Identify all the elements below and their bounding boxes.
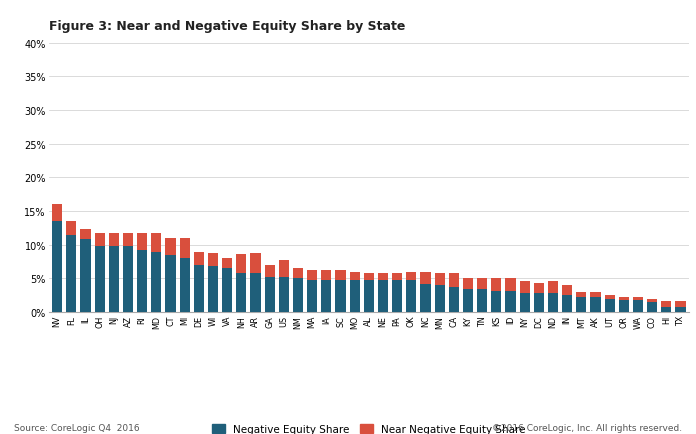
Bar bbox=[520, 294, 530, 312]
Text: ©2016 CoreLogic, Inc. All rights reserved.: ©2016 CoreLogic, Inc. All rights reserve… bbox=[492, 423, 682, 432]
Bar bbox=[52, 222, 63, 312]
Bar bbox=[236, 255, 246, 273]
Bar bbox=[166, 255, 175, 312]
Bar bbox=[420, 284, 431, 312]
Bar bbox=[520, 282, 530, 294]
Bar bbox=[434, 286, 445, 312]
Bar bbox=[123, 247, 133, 312]
Bar bbox=[534, 294, 544, 312]
Bar bbox=[109, 233, 119, 247]
Bar bbox=[576, 298, 587, 312]
Bar bbox=[434, 273, 445, 286]
Bar bbox=[562, 286, 572, 296]
Bar bbox=[307, 280, 317, 312]
Bar bbox=[605, 299, 615, 312]
Bar bbox=[180, 259, 190, 312]
Bar bbox=[647, 299, 657, 302]
Bar bbox=[66, 222, 77, 235]
Bar bbox=[335, 270, 346, 280]
Bar bbox=[180, 239, 190, 259]
Bar bbox=[463, 289, 473, 312]
Bar bbox=[505, 291, 516, 312]
Bar bbox=[605, 296, 615, 299]
Bar bbox=[264, 265, 275, 277]
Bar bbox=[95, 233, 105, 247]
Bar bbox=[222, 259, 232, 269]
Bar bbox=[378, 280, 388, 312]
Bar bbox=[477, 289, 487, 312]
Bar bbox=[222, 269, 232, 312]
Bar bbox=[392, 273, 402, 280]
Bar bbox=[661, 307, 672, 312]
Bar bbox=[208, 267, 218, 312]
Bar bbox=[208, 253, 218, 267]
Bar bbox=[335, 280, 346, 312]
Bar bbox=[322, 280, 331, 312]
Bar bbox=[264, 277, 275, 312]
Bar bbox=[590, 298, 601, 312]
Bar bbox=[279, 277, 289, 312]
Bar bbox=[633, 297, 643, 300]
Bar bbox=[590, 293, 601, 298]
Bar bbox=[619, 297, 629, 300]
Bar bbox=[392, 280, 402, 312]
Bar bbox=[576, 293, 587, 298]
Bar bbox=[406, 280, 416, 312]
Bar bbox=[52, 205, 63, 222]
Text: Source: CoreLogic Q4  2016: Source: CoreLogic Q4 2016 bbox=[14, 423, 139, 432]
Bar bbox=[364, 280, 374, 312]
Bar bbox=[251, 253, 260, 273]
Bar bbox=[81, 240, 90, 312]
Bar bbox=[562, 296, 572, 312]
Bar bbox=[477, 279, 487, 289]
Bar bbox=[293, 269, 303, 279]
Bar bbox=[463, 279, 473, 289]
Bar bbox=[151, 233, 161, 252]
Bar bbox=[548, 282, 558, 294]
Bar bbox=[123, 233, 133, 247]
Bar bbox=[137, 250, 148, 312]
Bar bbox=[349, 272, 360, 280]
Bar bbox=[279, 261, 289, 277]
Bar bbox=[491, 291, 502, 312]
Bar bbox=[193, 265, 204, 312]
Legend: Negative Equity Share, Near Negative Equity Share: Negative Equity Share, Near Negative Equ… bbox=[208, 420, 530, 434]
Bar bbox=[449, 273, 459, 287]
Bar bbox=[619, 300, 629, 312]
Bar bbox=[505, 279, 516, 291]
Bar bbox=[633, 300, 643, 312]
Bar bbox=[534, 283, 544, 294]
Text: Figure 3: Near and Negative Equity Share by State: Figure 3: Near and Negative Equity Share… bbox=[49, 20, 405, 33]
Bar bbox=[137, 234, 148, 250]
Bar bbox=[406, 272, 416, 280]
Bar bbox=[420, 272, 431, 284]
Bar bbox=[675, 307, 686, 312]
Bar bbox=[322, 270, 331, 280]
Bar bbox=[491, 279, 502, 291]
Bar bbox=[364, 273, 374, 280]
Bar bbox=[548, 294, 558, 312]
Bar bbox=[193, 252, 204, 265]
Bar bbox=[95, 247, 105, 312]
Bar bbox=[647, 302, 657, 312]
Bar bbox=[151, 252, 161, 312]
Bar bbox=[307, 270, 317, 280]
Bar bbox=[66, 235, 77, 312]
Bar bbox=[449, 287, 459, 312]
Bar bbox=[236, 273, 246, 312]
Bar bbox=[675, 302, 686, 307]
Bar bbox=[251, 273, 260, 312]
Bar bbox=[81, 230, 90, 240]
Bar bbox=[293, 279, 303, 312]
Bar bbox=[166, 239, 175, 255]
Bar bbox=[349, 280, 360, 312]
Bar bbox=[109, 247, 119, 312]
Bar bbox=[661, 302, 672, 307]
Bar bbox=[378, 273, 388, 280]
